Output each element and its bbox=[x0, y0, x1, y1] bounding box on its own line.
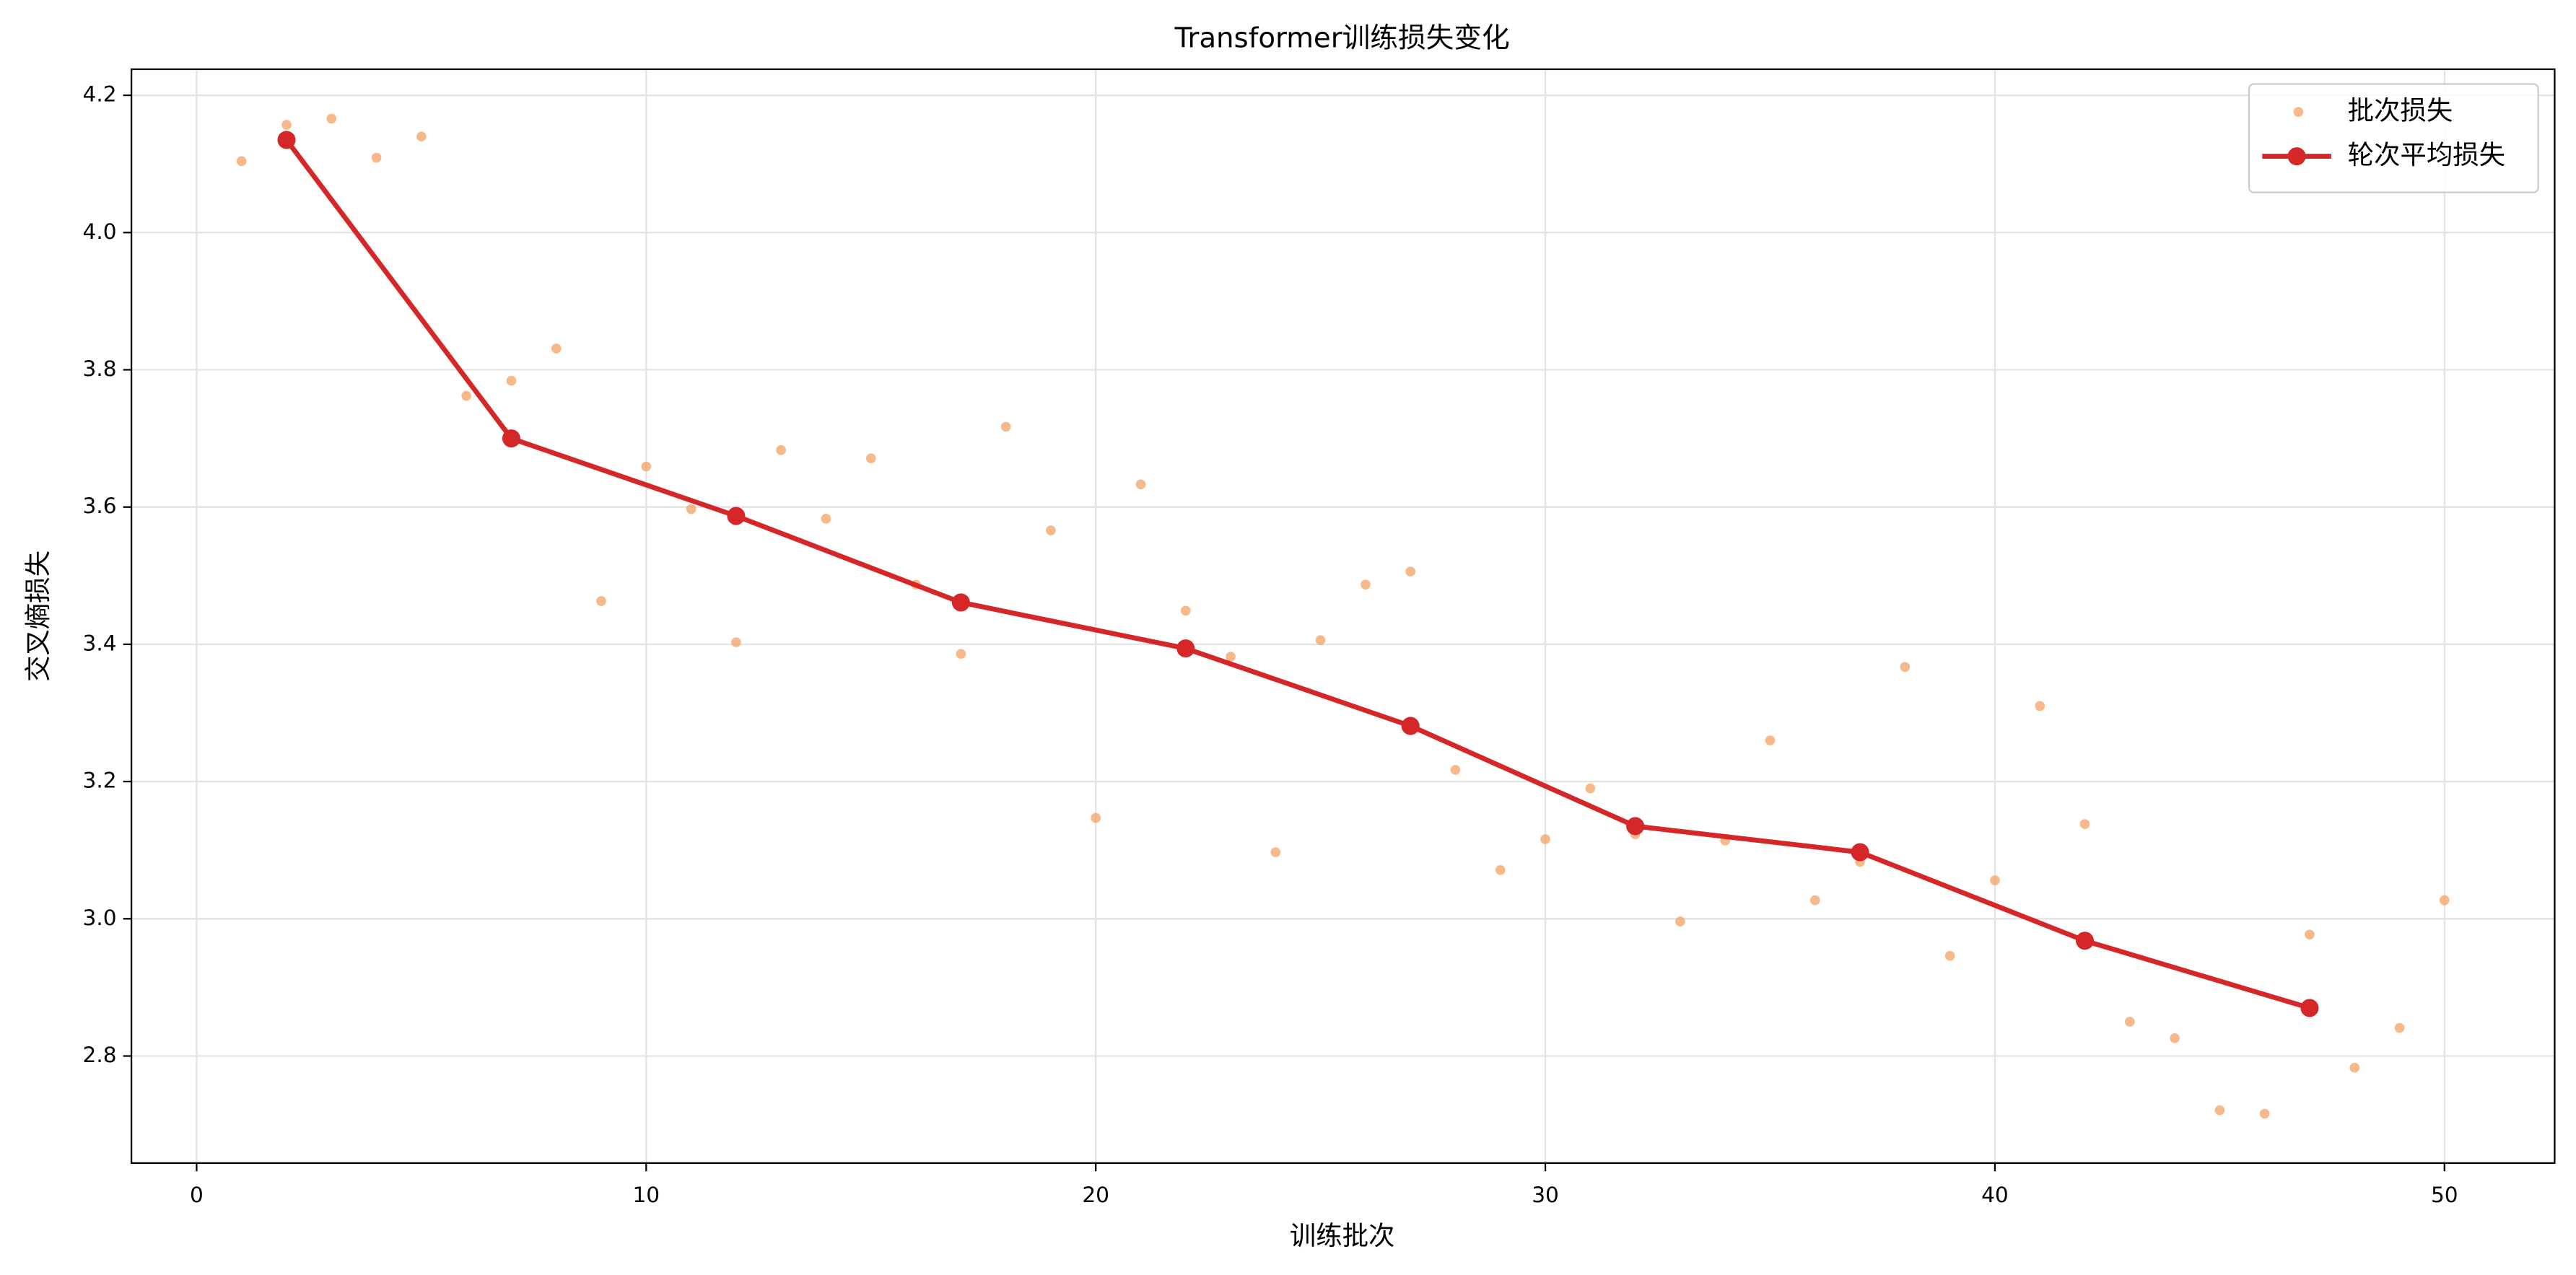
scatter-point bbox=[1450, 765, 1461, 775]
x-tick-label: 30 bbox=[1532, 1183, 1559, 1207]
line-marker bbox=[2075, 932, 2095, 950]
scatter-point bbox=[776, 444, 786, 455]
scatter-point bbox=[731, 637, 741, 647]
scatter-point bbox=[1000, 421, 1011, 432]
scatter-point bbox=[1944, 950, 1955, 961]
chart-title: Transformer训练损失变化 bbox=[1174, 22, 1509, 54]
grid bbox=[131, 69, 2555, 1163]
scatter-point bbox=[596, 596, 606, 606]
scatter-point bbox=[2259, 1108, 2270, 1119]
y-tick-label: 2.8 bbox=[83, 1043, 117, 1067]
scatter-point bbox=[956, 649, 966, 660]
legend-swatch bbox=[2287, 147, 2306, 166]
scatter-point bbox=[1226, 652, 1236, 662]
scatter-point bbox=[1809, 895, 1820, 906]
scatter-point bbox=[2124, 1017, 2135, 1027]
line bbox=[284, 138, 2310, 1011]
y-axis-label: 交叉熵损失 bbox=[22, 551, 53, 682]
legend-box bbox=[2248, 83, 2539, 193]
legend-swatch bbox=[2293, 107, 2304, 117]
scatter-point bbox=[2170, 1033, 2180, 1043]
line-marker bbox=[727, 507, 746, 525]
x-tick-label: 0 bbox=[190, 1183, 204, 1207]
plot-area bbox=[236, 113, 2450, 1119]
scatter-point bbox=[1135, 479, 1146, 490]
scatter-point bbox=[461, 390, 471, 401]
scatter-point bbox=[1315, 635, 1326, 646]
scatter-point bbox=[326, 113, 337, 124]
scatter-point bbox=[281, 120, 292, 130]
scatter-point bbox=[1585, 783, 1596, 794]
line-marker bbox=[2300, 999, 2319, 1017]
scatter-point bbox=[1046, 525, 1056, 535]
line-marker bbox=[951, 593, 970, 612]
scatter-point bbox=[1540, 834, 1550, 844]
x-tick-label: 10 bbox=[632, 1183, 660, 1207]
line-marker bbox=[1626, 817, 1645, 836]
x-tick-label: 50 bbox=[2431, 1183, 2458, 1207]
axes-frame bbox=[130, 68, 2556, 1165]
scatter-point bbox=[2035, 701, 2045, 711]
line-marker bbox=[502, 429, 520, 448]
scatter-point bbox=[2079, 819, 2090, 829]
scatter-point bbox=[1990, 875, 2000, 885]
scatter-point bbox=[506, 375, 517, 386]
scatter-point bbox=[2349, 1062, 2360, 1073]
scatter-point bbox=[641, 461, 652, 472]
scatter-point bbox=[865, 453, 876, 464]
scatter-point bbox=[2305, 929, 2315, 940]
x-tick-label: 20 bbox=[1082, 1183, 1109, 1207]
scatter-point bbox=[416, 131, 427, 141]
scatter-point bbox=[821, 514, 831, 524]
y-tick-label: 3.6 bbox=[83, 494, 117, 518]
ticks: 0 10 20 30 40 50 2.8 3.0 3.2 3.4 3.6 3.8 4.0 4.2 bbox=[83, 82, 2458, 1207]
scatter-point bbox=[1091, 812, 1101, 823]
scatter-point bbox=[2394, 1022, 2405, 1033]
x-axis-label: 训练批次 bbox=[1290, 1220, 1395, 1251]
scatter-point bbox=[1675, 916, 1685, 926]
scatter-point bbox=[2214, 1105, 2225, 1116]
scatter-point bbox=[2439, 895, 2450, 906]
legend-label: 轮次平均损失 bbox=[2348, 139, 2505, 170]
scatter-point bbox=[1270, 847, 1281, 857]
scatter-point bbox=[1495, 864, 1506, 875]
y-tick-label: 3.2 bbox=[83, 768, 117, 793]
scatter-point bbox=[686, 504, 697, 514]
legend-label: 批次损失 bbox=[2348, 95, 2453, 126]
scatter-point bbox=[371, 152, 382, 163]
line-marker bbox=[1176, 639, 1195, 658]
scatter-point bbox=[1361, 579, 1371, 590]
x-tick-label: 40 bbox=[1981, 1183, 2009, 1207]
scatter-point bbox=[1180, 605, 1191, 616]
y-tick-label: 4.2 bbox=[83, 82, 117, 107]
scatter-point bbox=[1765, 735, 1776, 745]
scatter-point bbox=[1900, 662, 1911, 672]
y-tick-label: 4.0 bbox=[83, 219, 117, 244]
y-tick-label: 3.0 bbox=[83, 906, 117, 930]
y-tick-label: 3.4 bbox=[83, 631, 117, 655]
scatter-point bbox=[236, 156, 247, 167]
y-tick-label: 3.8 bbox=[83, 356, 117, 381]
line-marker bbox=[277, 131, 296, 149]
line-marker bbox=[1401, 717, 1420, 735]
line-marker bbox=[1851, 843, 1869, 862]
scatter-point bbox=[551, 343, 562, 354]
scatter-point bbox=[1405, 566, 1416, 577]
